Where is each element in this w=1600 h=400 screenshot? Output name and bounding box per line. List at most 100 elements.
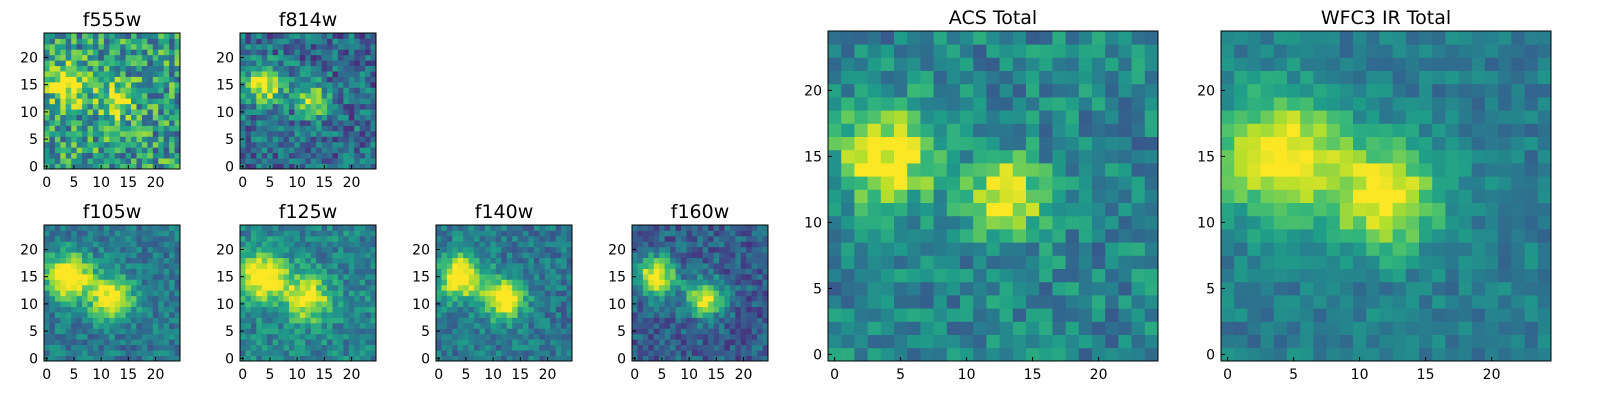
heatmap-cell — [691, 290, 698, 297]
heatmap-cell — [283, 279, 290, 286]
heatmap-cell — [152, 33, 159, 39]
heatmap-cell — [670, 257, 676, 264]
heatmap-cells — [436, 225, 573, 362]
heatmap-cell — [120, 230, 126, 237]
heatmap-cell — [310, 92, 317, 99]
heatmap-cell — [261, 136, 268, 143]
heatmap-cell — [708, 355, 714, 362]
heatmap-cell — [169, 333, 175, 340]
heatmap-cell — [533, 252, 540, 259]
heatmap-cell — [1392, 202, 1407, 217]
heatmap-cell — [735, 284, 742, 291]
heatmap-cell — [1524, 149, 1539, 164]
heatmap-cell — [670, 355, 676, 362]
heatmap-cell — [854, 70, 868, 85]
heatmap-cell — [697, 273, 704, 280]
heatmap-cell — [751, 235, 758, 242]
heatmap-cell — [894, 110, 908, 124]
heatmap-cell — [278, 312, 284, 318]
y-tick-label: 0 — [29, 351, 38, 367]
heatmap-cell — [250, 120, 257, 126]
heatmap-cell — [98, 33, 105, 39]
heatmap-cell — [310, 60, 317, 67]
heatmap-cell — [49, 355, 56, 362]
heatmap-cell — [1366, 347, 1380, 362]
heatmap-cell — [310, 235, 317, 242]
heatmap-cell — [490, 312, 497, 318]
heatmap-cell — [299, 301, 306, 307]
heatmap-cell — [60, 225, 67, 231]
heatmap-cell — [103, 43, 110, 50]
heatmap-cell — [1405, 321, 1420, 335]
heatmap-cell — [136, 317, 143, 324]
heatmap-cell — [147, 33, 154, 39]
heatmap-cell — [98, 263, 105, 269]
heatmap-cell — [343, 92, 350, 99]
heatmap-cell — [71, 147, 78, 154]
heatmap-cell — [103, 136, 110, 143]
heatmap-cell — [1221, 334, 1235, 349]
heatmap-cell — [637, 355, 644, 362]
heatmap-cell — [354, 120, 361, 126]
heatmap-cell — [907, 97, 921, 111]
heatmap-cell — [65, 322, 72, 329]
heatmap-cell — [174, 54, 181, 61]
heatmap-cell — [359, 38, 366, 45]
heatmap-cell — [147, 65, 154, 72]
heatmap-cell — [256, 328, 263, 335]
heatmap-cell — [250, 92, 257, 99]
heatmap-cell — [136, 355, 143, 362]
heatmap-cell — [1537, 334, 1552, 349]
heatmap-cell — [523, 317, 529, 324]
heatmap-cell — [544, 322, 551, 329]
heatmap-cell — [294, 81, 301, 88]
heatmap-cell — [245, 163, 252, 170]
heatmap-cell — [479, 230, 486, 237]
heatmap-cell — [316, 92, 322, 99]
heatmap-cell — [120, 65, 126, 72]
heatmap-cell — [245, 76, 252, 83]
heatmap-cell — [76, 65, 83, 72]
heatmap-cell — [76, 268, 83, 275]
heatmap-cell — [65, 284, 72, 291]
heatmap-cell — [1458, 163, 1473, 177]
heatmap-cell — [632, 317, 638, 324]
heatmap-cell — [740, 230, 747, 237]
heatmap-cell — [528, 301, 535, 307]
heatmap-cell — [960, 347, 974, 362]
heatmap-cell — [283, 65, 290, 72]
heatmap-cell — [261, 333, 268, 340]
heatmap-cell — [327, 33, 333, 39]
heatmap-cell — [1339, 149, 1354, 164]
heatmap-cell — [506, 257, 513, 264]
heatmap-cell — [729, 263, 736, 269]
heatmap-cell — [1052, 334, 1066, 349]
heatmap-cell — [702, 322, 709, 329]
heatmap-cell — [642, 306, 649, 313]
heatmap-cell — [1405, 308, 1420, 322]
heatmap-cell — [174, 279, 181, 286]
heatmap-cell — [174, 76, 181, 83]
heatmap-cell — [1273, 123, 1288, 137]
heatmap-cell — [316, 136, 322, 143]
heatmap-cell — [920, 242, 934, 256]
heatmap-cell — [294, 225, 301, 231]
heatmap-cell — [659, 279, 666, 286]
heatmap-cell — [240, 147, 246, 154]
heatmap-cell — [343, 49, 350, 56]
heatmap-cell — [523, 312, 529, 318]
heatmap-cell — [174, 312, 181, 318]
heatmap-cell — [708, 350, 714, 356]
heatmap-cell — [1092, 44, 1106, 58]
heatmap-cell — [365, 130, 371, 137]
heatmap-cell — [245, 290, 252, 297]
heatmap-cell — [60, 333, 67, 340]
heatmap-cell — [632, 306, 638, 313]
heatmap-cell — [152, 60, 159, 67]
heatmap-cell — [343, 350, 350, 356]
heatmap-cell — [147, 152, 154, 159]
heatmap-cell — [283, 38, 290, 45]
heatmap-cell — [365, 125, 371, 132]
heatmap-cell — [267, 114, 274, 121]
heatmap-cell — [354, 158, 361, 164]
